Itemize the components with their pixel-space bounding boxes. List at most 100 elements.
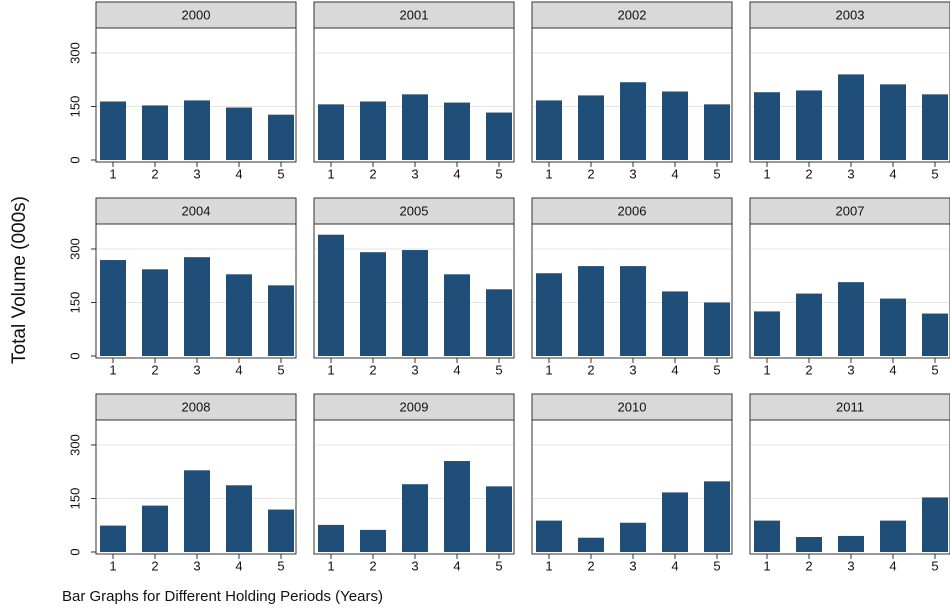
bar — [796, 90, 822, 160]
x-tick-label: 5 — [713, 362, 720, 377]
x-tick-label: 3 — [193, 362, 200, 377]
x-tick-label: 2 — [805, 558, 812, 573]
x-tick-label: 4 — [889, 558, 896, 573]
x-tick-label: 1 — [545, 362, 552, 377]
x-tick-label: 3 — [847, 166, 854, 181]
bar — [268, 114, 294, 160]
panel-header — [313, 393, 515, 421]
panel-header — [95, 197, 297, 225]
bar — [578, 266, 604, 356]
bar — [754, 92, 780, 160]
panel-title: 2003 — [836, 7, 865, 22]
panel-title: 2005 — [400, 203, 429, 218]
panel-title: 2008 — [182, 399, 211, 414]
x-tick-label: 5 — [495, 166, 502, 181]
x-tick-label: 5 — [931, 166, 938, 181]
panel-header — [95, 393, 297, 421]
x-tick-label: 2 — [151, 558, 158, 573]
bar — [142, 269, 168, 356]
x-tick-label: 2 — [587, 558, 594, 573]
x-tick-label: 1 — [109, 362, 116, 377]
y-tick-label: 0 — [67, 156, 82, 163]
x-tick-label: 3 — [411, 558, 418, 573]
y-tick-label: 300 — [67, 238, 82, 260]
panel-header — [313, 197, 515, 225]
x-tick-label: 1 — [327, 558, 334, 573]
x-tick-label: 2 — [369, 362, 376, 377]
bar — [184, 470, 210, 552]
x-tick-label: 2 — [805, 362, 812, 377]
bar — [486, 112, 512, 160]
bar — [184, 257, 210, 356]
panel-header — [749, 197, 950, 225]
x-tick-label: 4 — [235, 166, 242, 181]
x-tick-label: 4 — [671, 558, 678, 573]
bar — [620, 82, 646, 160]
x-tick-label: 5 — [713, 166, 720, 181]
panel-title: 2011 — [836, 399, 864, 414]
panel-title: 2010 — [618, 399, 647, 414]
x-tick-label: 5 — [495, 362, 502, 377]
panel-header — [95, 1, 297, 29]
y-axis-title: Total Volume (000s) — [9, 196, 30, 364]
bar — [536, 100, 562, 160]
bar — [226, 274, 252, 356]
bar — [880, 84, 906, 160]
x-tick-label: 4 — [671, 166, 678, 181]
x-tick-label: 3 — [411, 362, 418, 377]
panel-title: 2007 — [836, 203, 865, 218]
x-tick-label: 2 — [587, 362, 594, 377]
bar — [838, 74, 864, 160]
x-tick-label: 3 — [847, 362, 854, 377]
x-tick-label: 5 — [931, 558, 938, 573]
y-tick-label: 150 — [67, 96, 82, 118]
bar — [444, 461, 470, 552]
x-axis-title: Bar Graphs for Different Holding Periods… — [62, 588, 383, 605]
bar — [486, 486, 512, 552]
bar — [880, 298, 906, 356]
x-tick-label: 3 — [629, 362, 636, 377]
panel-header — [531, 1, 733, 29]
panel-header — [531, 197, 733, 225]
panel-title: 2006 — [618, 203, 647, 218]
x-tick-label: 1 — [763, 166, 770, 181]
bar — [226, 107, 252, 160]
bar — [704, 481, 730, 552]
panel-header — [749, 393, 950, 421]
bar — [318, 524, 344, 552]
panel-plot — [749, 419, 950, 555]
bar — [444, 274, 470, 356]
panel-title: 2002 — [618, 7, 647, 22]
bar — [662, 91, 688, 160]
bar — [142, 105, 168, 160]
x-tick-label: 3 — [193, 166, 200, 181]
x-tick-label: 2 — [587, 166, 594, 181]
x-tick-label: 1 — [327, 166, 334, 181]
x-tick-label: 1 — [545, 558, 552, 573]
panel-header — [749, 1, 950, 29]
panel-title: 2001 — [400, 7, 429, 22]
x-tick-label: 4 — [671, 362, 678, 377]
bar — [662, 492, 688, 552]
bar — [704, 302, 730, 356]
bar — [268, 509, 294, 552]
x-tick-label: 1 — [109, 166, 116, 181]
bar — [360, 252, 386, 356]
bar — [100, 101, 126, 160]
bar — [620, 266, 646, 356]
x-tick-label: 4 — [235, 362, 242, 377]
bar — [226, 485, 252, 552]
x-tick-label: 1 — [763, 362, 770, 377]
x-tick-label: 4 — [453, 558, 460, 573]
x-tick-label: 5 — [495, 558, 502, 573]
bar — [318, 234, 344, 356]
bar — [360, 529, 386, 552]
bar — [922, 313, 948, 356]
x-tick-label: 3 — [193, 558, 200, 573]
bar — [754, 311, 780, 356]
bar — [402, 94, 428, 160]
bar — [402, 484, 428, 552]
x-tick-label: 2 — [369, 558, 376, 573]
x-tick-label: 5 — [931, 362, 938, 377]
bar — [360, 101, 386, 160]
